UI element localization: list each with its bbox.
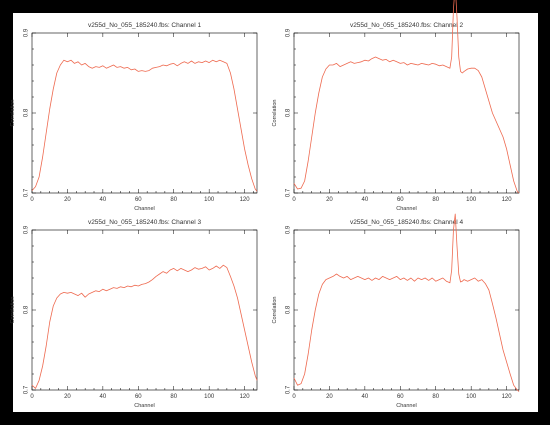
chart-title: v255d_No_055_185240.fbs: Channel 1: [88, 22, 202, 29]
y-tick-label: 0.9: [24, 28, 30, 37]
x-tick-label: 0: [30, 394, 34, 400]
plot-frame: [293, 32, 520, 194]
x-tick-label: 100: [466, 394, 477, 400]
x-tick-label: 100: [204, 197, 215, 203]
x-tick-label: 20: [326, 197, 333, 203]
x-tick-label: 80: [432, 197, 439, 203]
correlation-series-line: [293, 0, 520, 194]
y-axis-label: Correlation: [272, 100, 278, 127]
x-tick-label: 80: [170, 394, 177, 400]
chart-panel-2: v255d_No_055_185240.fbs: Channel 2 0 20 40 6…: [272, 0, 520, 212]
x-tick-label: 100: [204, 394, 215, 400]
y-tick-label: 0.9: [286, 28, 292, 37]
x-axis-label: Channel: [134, 403, 155, 409]
correlation-series-line: [31, 264, 258, 389]
chart-title: v255d_No_055_185240.fbs: Channel 2: [350, 22, 464, 29]
y-axis-label: Correlation: [272, 297, 278, 324]
correlation-series-line: [31, 59, 258, 192]
y-axis-label: Correlation: [10, 297, 16, 324]
x-tick-label: 0: [292, 197, 296, 203]
x-tick-label: 120: [502, 394, 513, 400]
plot-frame: [31, 229, 258, 391]
y-tick-label: 0.8: [286, 305, 292, 314]
plot-frame: [31, 32, 258, 194]
x-tick-label: 20: [64, 197, 71, 203]
x-tick-label: 40: [100, 197, 107, 203]
x-axis-label: Channel: [134, 206, 155, 212]
x-axis-label: Channel: [396, 403, 417, 409]
x-tick-label: 120: [240, 394, 251, 400]
chart-title: v255d_No_055_185240.fbs: Channel 3: [88, 219, 202, 226]
figure-sheet: [13, 13, 538, 412]
x-tick-label: 60: [397, 197, 404, 203]
chart-title: v255d_No_055_185240.fbs: Channel 4: [350, 219, 464, 226]
x-tick-label: 60: [135, 197, 142, 203]
y-tick-label: 0.9: [24, 225, 30, 234]
x-tick-label: 80: [170, 197, 177, 203]
x-tick-label: 60: [135, 394, 142, 400]
x-tick-label: 60: [397, 394, 404, 400]
y-tick-label: 0.8: [24, 305, 30, 314]
y-tick-label: 0.8: [24, 108, 30, 117]
y-tick-label: 0.8: [286, 108, 292, 117]
y-tick-label: 0.9: [286, 225, 292, 234]
y-tick-label: 0.7: [24, 188, 30, 197]
x-tick-label: 40: [100, 394, 107, 400]
chart-panel-4: v255d_No_055_185240.fbs: Channel 4 0 20 40 6…: [272, 213, 520, 409]
y-tick-label: 0.7: [24, 385, 30, 394]
x-tick-label: 120: [502, 197, 513, 203]
x-tick-label: 40: [362, 197, 369, 203]
correlation-series-line: [293, 213, 520, 392]
x-tick-label: 20: [326, 394, 333, 400]
plot-frame: [293, 229, 520, 391]
x-tick-label: 0: [30, 197, 34, 203]
x-tick-label: 120: [240, 197, 251, 203]
chart-panel-1: v255d_No_055_185240.fbs: Channel 1 0 20 40 6…: [10, 22, 258, 212]
x-tick-label: 80: [432, 394, 439, 400]
x-tick-label: 40: [362, 394, 369, 400]
x-axis-label: Channel: [396, 206, 417, 212]
y-tick-label: 0.7: [286, 385, 292, 394]
x-tick-label: 0: [292, 394, 296, 400]
chart-panel-3: v255d_No_055_185240.fbs: Channel 3 0 20 40 6…: [10, 219, 258, 409]
x-tick-label: 20: [64, 394, 71, 400]
x-tick-label: 100: [466, 197, 477, 203]
y-tick-label: 0.7: [286, 188, 292, 197]
y-axis-label: Correlation: [10, 100, 16, 127]
